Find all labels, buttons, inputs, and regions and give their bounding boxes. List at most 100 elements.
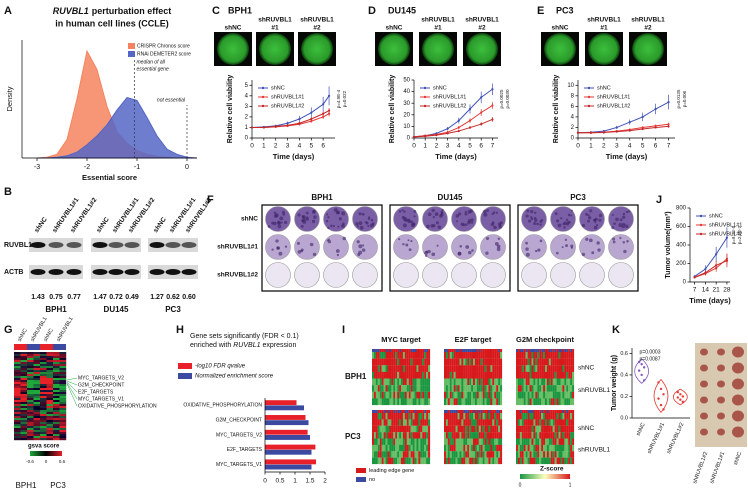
- point: [659, 403, 663, 407]
- heat-cell: [444, 425, 447, 433]
- edge-cell: [401, 410, 404, 413]
- quantification: 0.75: [49, 294, 63, 301]
- heat-cell: [568, 358, 571, 366]
- bar: [265, 459, 316, 465]
- p-value: p=0.0087: [640, 356, 661, 362]
- heat-cell: [395, 438, 398, 445]
- heat-cell: [558, 365, 561, 372]
- edge-cell: [391, 349, 394, 352]
- heat-cell: [560, 425, 563, 433]
- edge-cell: [465, 349, 468, 352]
- heat-cell: [383, 438, 386, 445]
- lane-label: shNC: [33, 216, 49, 234]
- heat-cell: [447, 444, 450, 452]
- heat-cell: [500, 451, 503, 458]
- point: [667, 125, 670, 128]
- heat-cell: [375, 425, 378, 433]
- heat-cell: [46, 432, 54, 435]
- heat-cell: [568, 398, 571, 406]
- heat-cell: [451, 451, 454, 458]
- legend-label: shRUVBL1#2: [271, 103, 304, 109]
- point: [640, 373, 643, 377]
- heat-cell: [516, 391, 519, 399]
- heat-cell: [14, 424, 21, 427]
- heat-cell: [391, 425, 394, 433]
- heat-cell: [517, 457, 520, 465]
- heat-cell: [546, 438, 549, 445]
- legend-swatch: [128, 43, 135, 49]
- heat-cell: [428, 391, 431, 399]
- heat-cell: [14, 402, 21, 405]
- heat-cell: [402, 438, 405, 445]
- y-axis-label: Tumor volume(mm³): [665, 211, 672, 278]
- heat-cell: [14, 404, 21, 407]
- heat-cell: [416, 451, 419, 458]
- heat-cell: [20, 356, 28, 359]
- heat-cell: [455, 371, 458, 379]
- colony: [365, 221, 369, 225]
- edge-cell: [449, 410, 452, 413]
- heat-cell: [498, 438, 501, 445]
- heat-cell: [463, 398, 466, 406]
- heat-cell: [521, 419, 524, 426]
- heat-cell: [20, 388, 28, 391]
- edge-cell: [500, 410, 503, 413]
- heat-cell: [570, 352, 573, 359]
- heat-cell: [537, 358, 540, 366]
- heat-cell: [377, 438, 380, 445]
- heat-cell: [14, 370, 21, 373]
- point: [435, 134, 438, 137]
- heat-cell: [529, 419, 532, 426]
- heat-cell: [465, 425, 468, 433]
- heat-cell: [517, 378, 520, 386]
- colony: [536, 222, 539, 226]
- heat-cell: [395, 378, 398, 386]
- heat-cell: [393, 438, 396, 445]
- legend-label: no: [369, 477, 375, 483]
- band: [108, 269, 124, 275]
- heat-cell: [457, 385, 460, 392]
- heat-cell: [566, 432, 569, 439]
- heat-cell: [416, 457, 419, 465]
- heat-cell: [412, 365, 415, 372]
- heat-cell: [494, 391, 497, 399]
- image-label: shRUVBL1: [587, 17, 621, 24]
- heat-cell: [401, 444, 404, 452]
- heat-cell: [46, 396, 54, 399]
- heat-cell: [498, 425, 501, 433]
- heat-cell: [478, 391, 481, 399]
- heat-cell: [20, 406, 28, 409]
- edge-cell: [558, 410, 561, 413]
- bar: [265, 429, 308, 435]
- heat-cell: [53, 390, 60, 393]
- edge-cell: [426, 349, 429, 352]
- heat-cell: [474, 385, 477, 392]
- heat-cell: [27, 390, 34, 393]
- heat-cell: [527, 365, 530, 372]
- heat-cell: [516, 358, 519, 366]
- colony: [618, 223, 623, 227]
- heat-cell: [53, 384, 60, 387]
- x-tick-label: -2: [84, 164, 90, 171]
- heat-cell: [14, 410, 21, 413]
- heat-cell: [546, 425, 549, 433]
- heat-cell: [482, 358, 485, 366]
- heat-cell: [414, 352, 417, 359]
- heat-cell: [496, 413, 499, 420]
- colony: [440, 211, 444, 215]
- heat-cell: [14, 392, 21, 395]
- heat-cell: [59, 394, 67, 397]
- heat-cell: [404, 451, 407, 458]
- heat-cell: [14, 376, 21, 379]
- heat-cell: [391, 371, 394, 379]
- heat-cell: [447, 438, 450, 445]
- heat-cell: [389, 391, 392, 399]
- edge-cell: [480, 410, 483, 413]
- edge-cell: [426, 410, 429, 413]
- heat-cell: [46, 428, 54, 431]
- heat-cell: [529, 391, 532, 399]
- heat-cell: [525, 457, 528, 465]
- heat-cell: [498, 398, 501, 406]
- heat-cell: [40, 426, 47, 429]
- heat-cell: [59, 384, 67, 387]
